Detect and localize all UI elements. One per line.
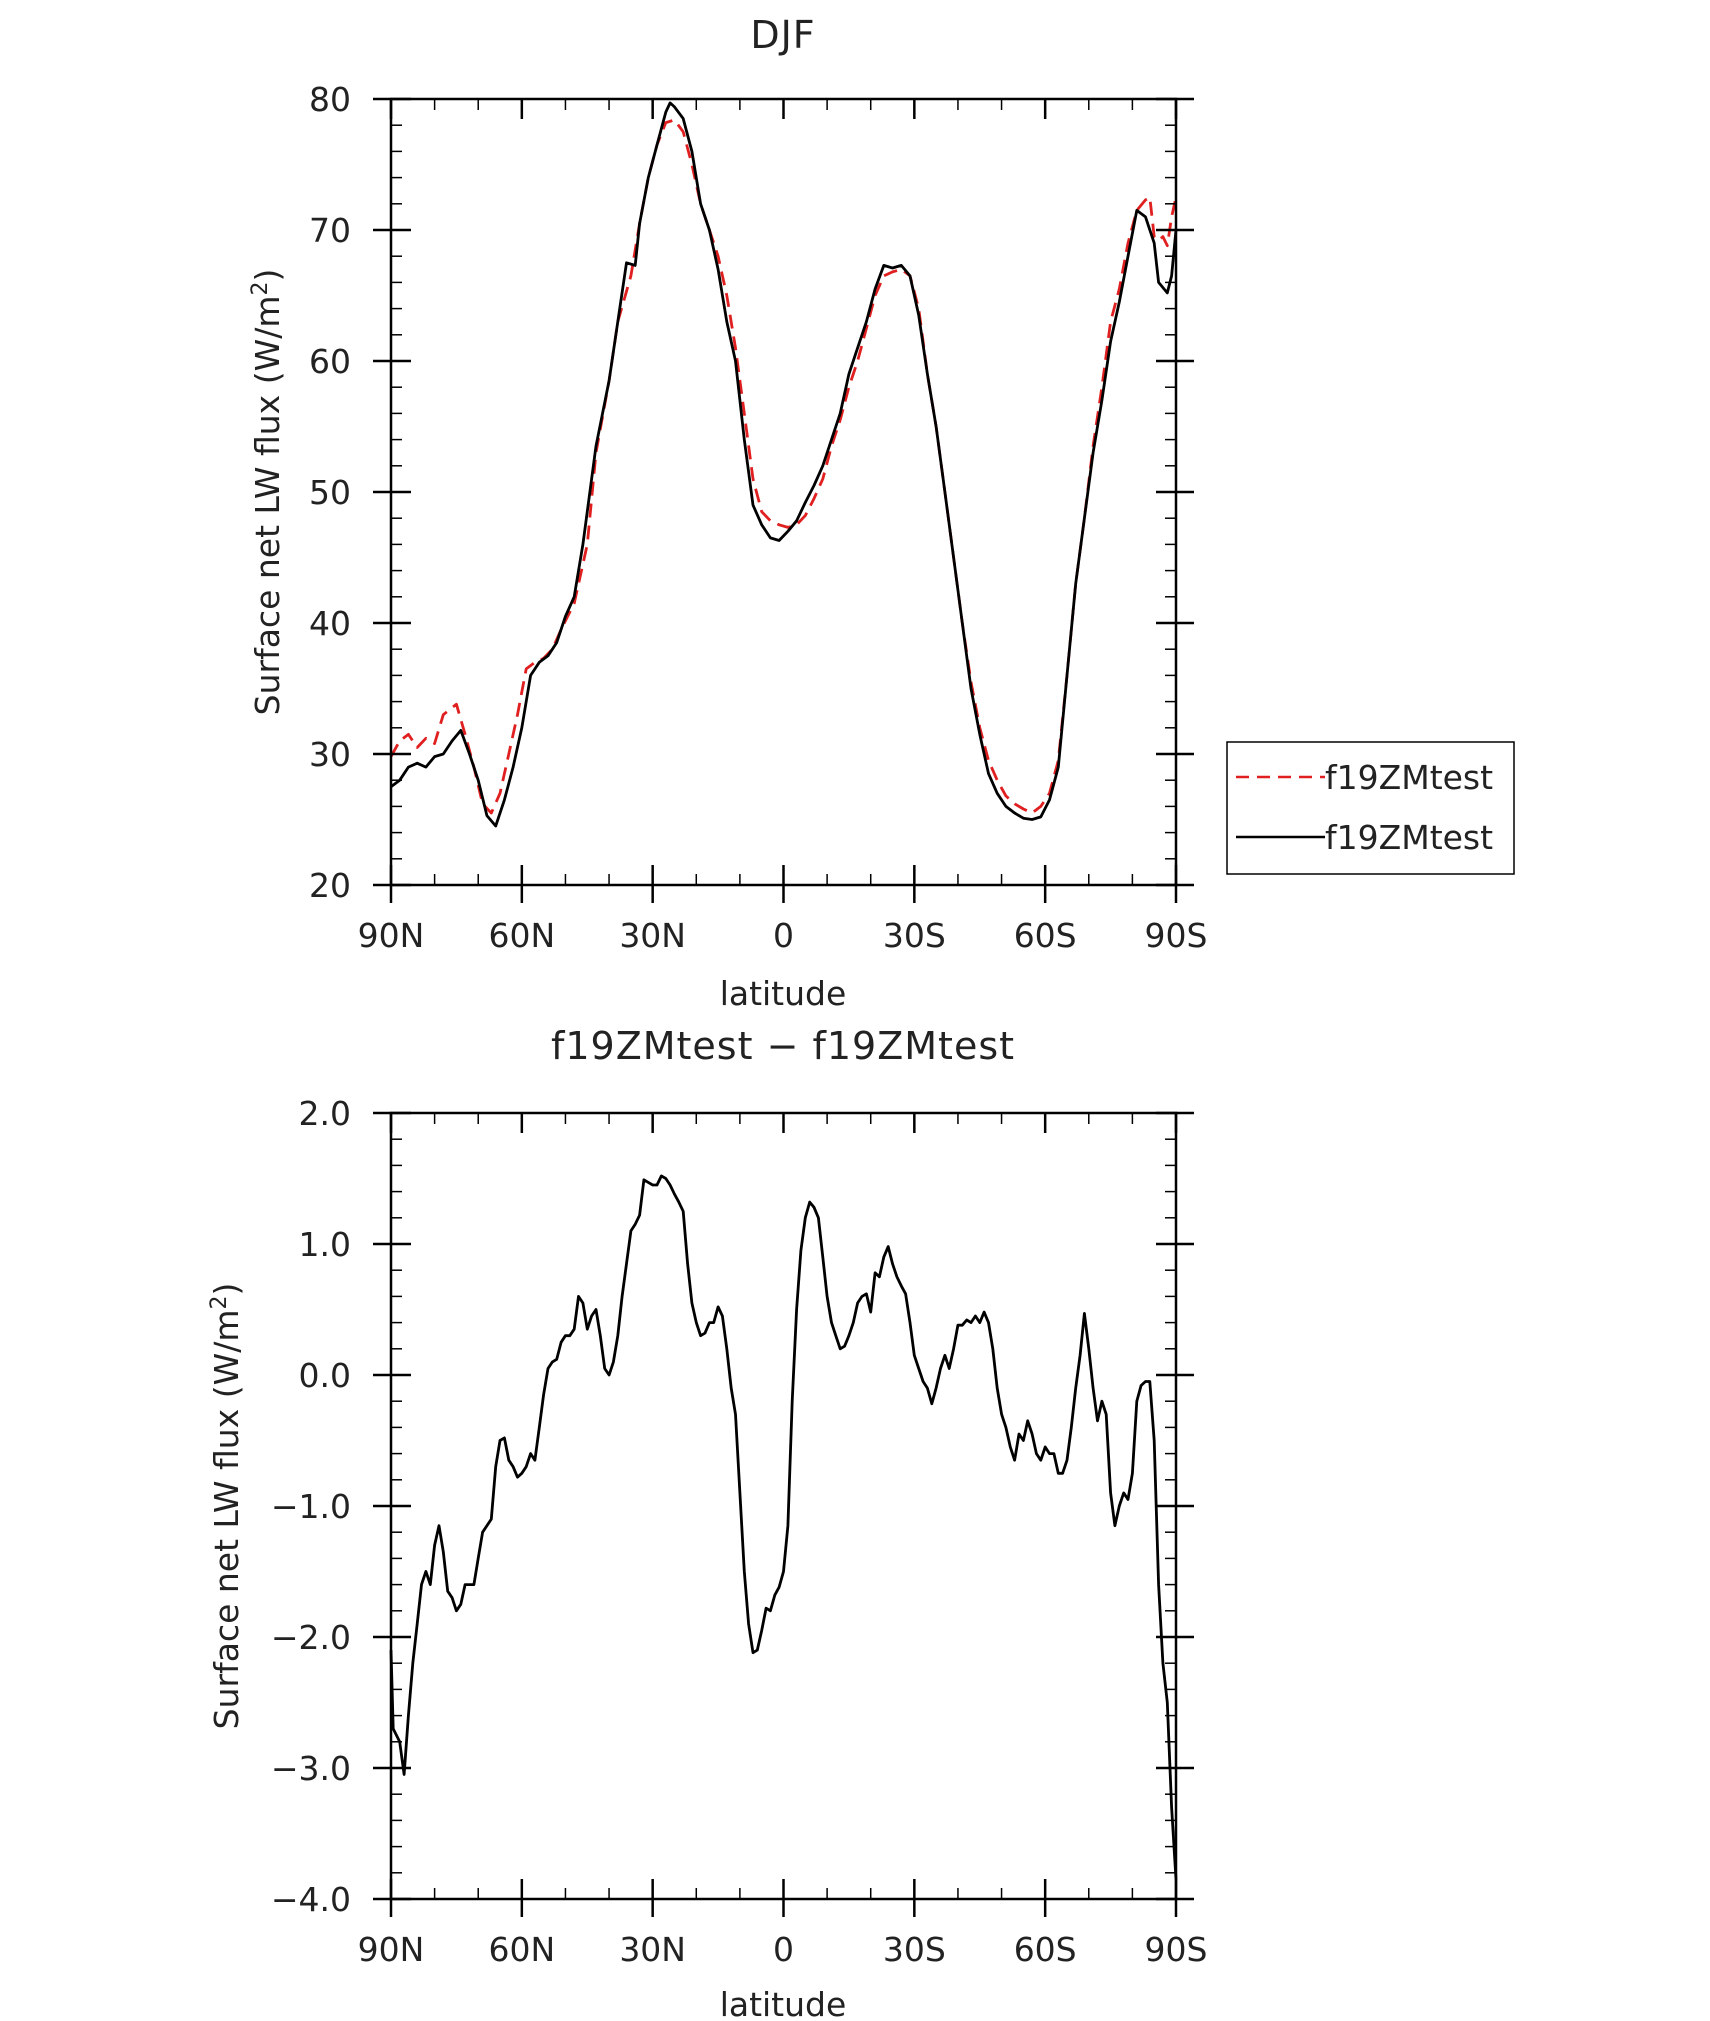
top-x-tick-label: 0	[773, 916, 794, 955]
top-x-tick-label: 60N	[488, 916, 555, 955]
top-series-line-2	[390, 101, 1178, 828]
bottom-x-tick-label: 30S	[883, 1930, 946, 1969]
top-y-tick-label: 60	[309, 342, 351, 381]
bottom-y-tick-label: −3.0	[271, 1749, 351, 1788]
top-y-tick-label: 50	[309, 473, 351, 512]
legend-box	[1226, 741, 1515, 875]
bottom-y-axis-label: Surface net LW flux (W/m2)	[207, 1283, 246, 1730]
top-x-tick-label: 90N	[358, 916, 425, 955]
bottom-plot-frame	[389, 1111, 1178, 1901]
legend: f19ZMtest f19ZMtest	[1226, 741, 1515, 875]
bottom-y-tick-label: 2.0	[299, 1094, 351, 1133]
legend-entry-2-label: f19ZMtest	[1325, 818, 1493, 857]
bottom-y-tick-label: 0.0	[299, 1356, 351, 1395]
legend-entry-1-label: f19ZMtest	[1325, 758, 1493, 797]
top-x-tick-label: 60S	[1014, 916, 1077, 955]
bottom-x-tick-label: 90N	[358, 1930, 425, 1969]
bottom-x-tick-label: 60S	[1014, 1930, 1077, 1969]
top-y-axis-label: Surface net LW flux (W/m2)	[248, 269, 287, 716]
top-y-tick-label: 40	[309, 604, 351, 643]
top-x-axis-label: latitude	[720, 974, 847, 1013]
bottom-x-tick-label: 60N	[488, 1930, 555, 1969]
bottom-x-axis-label: latitude	[720, 1985, 847, 2021]
bottom-y-tick-label: −1.0	[271, 1487, 351, 1526]
bottom-x-tick-label: 30N	[619, 1930, 686, 1969]
bottom-chart-title: f19ZMtest − f19ZMtest	[551, 1024, 1015, 1068]
top-x-tick-label: 30N	[619, 916, 686, 955]
top-chart-panel: DJF 90N 60N 30N 0 30S 60S 90S 20 30 40 50 60 70 80 la…	[248, 13, 1515, 1013]
top-x-tick-label: 30S	[883, 916, 946, 955]
top-x-tick-label: 90S	[1145, 916, 1208, 955]
bottom-y-tick-label: −4.0	[271, 1880, 351, 1919]
top-series-line-1	[389, 118, 1178, 815]
bottom-chart-panel: f19ZMtest − f19ZMtest 90N 60N 30N 0 30S 60S 90…	[207, 1024, 1207, 2021]
top-y-tick-label: 70	[309, 211, 351, 250]
top-y-tick-label: 80	[309, 80, 351, 119]
bottom-y-tick-label: 1.0	[299, 1225, 351, 1264]
bottom-y-tick-label: −2.0	[271, 1618, 351, 1657]
top-chart-title: DJF	[750, 13, 815, 57]
bottom-x-tick-label: 0	[773, 1930, 794, 1969]
top-y-tick-label: 20	[309, 866, 351, 905]
top-y-tick-label: 30	[309, 735, 351, 774]
bottom-x-tick-label: 90S	[1145, 1930, 1208, 1969]
bottom-series-line-1	[389, 1174, 1178, 1880]
